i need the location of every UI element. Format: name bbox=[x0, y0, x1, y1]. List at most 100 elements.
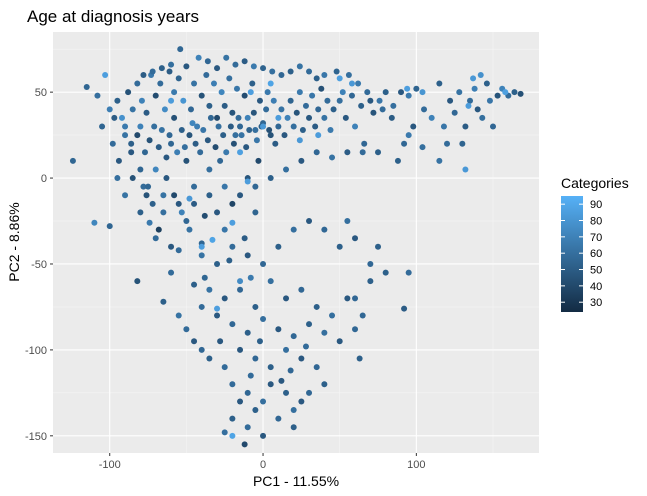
data-point bbox=[477, 71, 484, 78]
legend-tick-label: 40 bbox=[590, 281, 602, 293]
data-point bbox=[69, 157, 76, 164]
data-point bbox=[229, 109, 236, 116]
data-point bbox=[287, 68, 294, 75]
data-point bbox=[278, 106, 285, 113]
legend-tick-label: 30 bbox=[590, 297, 602, 309]
data-point bbox=[272, 140, 279, 147]
data-point bbox=[269, 68, 276, 75]
data-point bbox=[266, 126, 273, 133]
data-point bbox=[201, 274, 208, 281]
data-point bbox=[163, 154, 170, 161]
data-point bbox=[166, 68, 173, 75]
data-point bbox=[83, 83, 90, 90]
data-point bbox=[229, 321, 236, 328]
data-point bbox=[339, 89, 346, 96]
data-point bbox=[471, 85, 478, 92]
data-point bbox=[163, 175, 170, 182]
data-point bbox=[200, 126, 207, 133]
data-point bbox=[206, 286, 213, 293]
data-point bbox=[125, 89, 132, 96]
data-point bbox=[290, 424, 297, 431]
data-point bbox=[302, 102, 309, 109]
data-point bbox=[290, 407, 297, 414]
data-point bbox=[284, 114, 291, 121]
data-point bbox=[345, 71, 352, 78]
data-point bbox=[267, 175, 274, 182]
data-point bbox=[344, 295, 351, 302]
data-point bbox=[336, 75, 343, 82]
data-point bbox=[204, 58, 211, 65]
data-point bbox=[212, 144, 219, 151]
data-point bbox=[405, 269, 412, 276]
legend-tick-label: 80 bbox=[590, 216, 602, 228]
data-point bbox=[348, 80, 355, 87]
data-point bbox=[137, 209, 144, 216]
data-point bbox=[187, 106, 194, 113]
data-point bbox=[298, 398, 305, 405]
data-point bbox=[299, 126, 306, 133]
x-axis-title: PC1 - 11.55% bbox=[253, 473, 339, 489]
data-point bbox=[511, 89, 518, 96]
data-point bbox=[237, 123, 244, 130]
data-point bbox=[141, 149, 148, 156]
x-axis-ticks: -100 0 100 bbox=[99, 453, 426, 471]
data-point bbox=[404, 85, 411, 92]
data-point bbox=[186, 132, 193, 139]
y-tick-label: -50 bbox=[31, 259, 47, 271]
data-point bbox=[106, 106, 113, 113]
legend-tick-label: 90 bbox=[590, 199, 602, 211]
data-point bbox=[260, 123, 267, 130]
data-point bbox=[462, 166, 469, 173]
data-point bbox=[247, 372, 254, 379]
data-point bbox=[352, 295, 359, 302]
data-point bbox=[275, 243, 282, 250]
data-point bbox=[168, 97, 175, 104]
data-point bbox=[180, 97, 187, 104]
data-point bbox=[229, 432, 236, 439]
data-point bbox=[140, 183, 147, 190]
data-point bbox=[364, 89, 371, 96]
data-point bbox=[275, 123, 282, 130]
data-point bbox=[252, 126, 259, 133]
legend: Categories 30 40 50 60 70 80 90 bbox=[561, 175, 629, 312]
data-point bbox=[451, 109, 458, 116]
data-point bbox=[134, 132, 141, 139]
data-point bbox=[192, 140, 199, 147]
data-point bbox=[483, 80, 490, 87]
data-point bbox=[140, 71, 147, 78]
legend-colorbar bbox=[561, 196, 583, 312]
data-point bbox=[278, 377, 285, 384]
data-point bbox=[197, 149, 204, 156]
data-point bbox=[312, 123, 319, 130]
data-point bbox=[166, 132, 173, 139]
data-point bbox=[134, 80, 141, 87]
data-point bbox=[296, 89, 303, 96]
data-point bbox=[321, 329, 328, 336]
data-point bbox=[201, 212, 208, 219]
data-point bbox=[122, 192, 129, 199]
data-point bbox=[168, 140, 175, 147]
data-point bbox=[195, 54, 202, 61]
data-point bbox=[229, 200, 236, 207]
data-point bbox=[114, 175, 121, 182]
data-point bbox=[336, 97, 343, 104]
data-point bbox=[118, 114, 125, 121]
data-point bbox=[183, 218, 190, 225]
data-point bbox=[138, 97, 145, 104]
data-point bbox=[447, 97, 454, 104]
data-point bbox=[214, 209, 221, 216]
data-point bbox=[171, 114, 178, 121]
x-tick-label: -100 bbox=[99, 459, 121, 471]
data-point bbox=[306, 114, 313, 121]
data-point bbox=[283, 166, 290, 173]
data-point bbox=[229, 219, 236, 226]
data-point bbox=[198, 92, 205, 99]
y-tick-label: 0 bbox=[41, 173, 47, 185]
data-point bbox=[318, 85, 325, 92]
plot-panel bbox=[53, 32, 539, 453]
data-point bbox=[263, 106, 270, 113]
data-point bbox=[252, 355, 259, 362]
data-point bbox=[260, 260, 267, 267]
data-point bbox=[359, 312, 366, 319]
data-point bbox=[152, 235, 159, 242]
